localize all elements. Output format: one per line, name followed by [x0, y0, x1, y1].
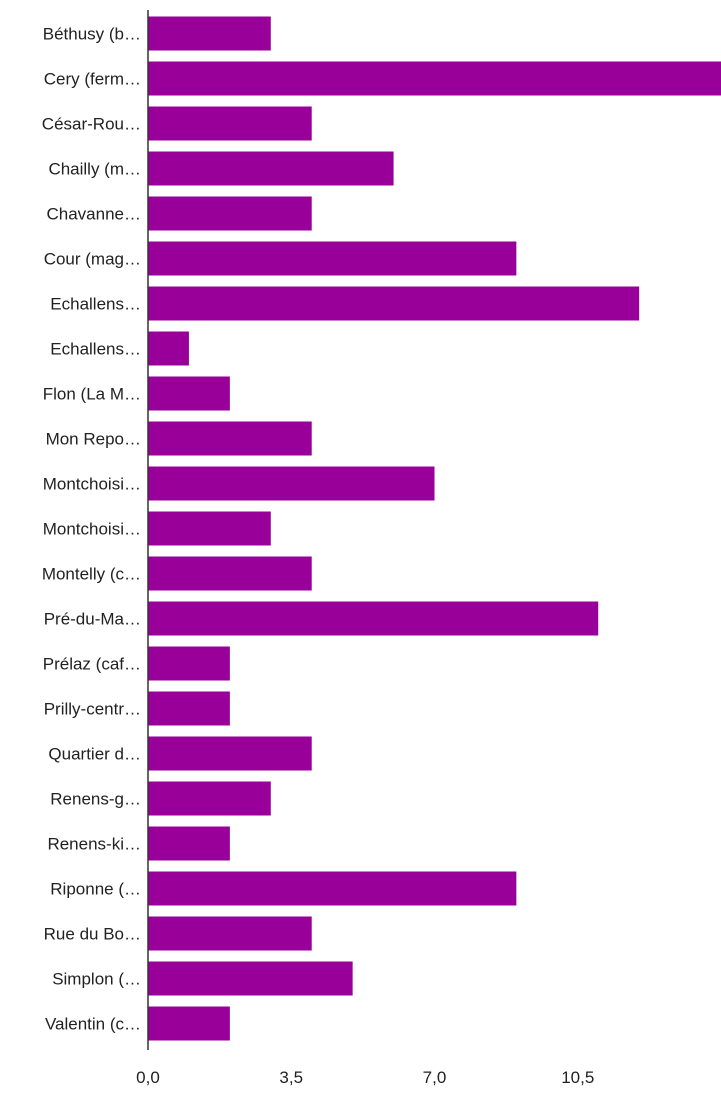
bar	[148, 871, 517, 906]
bar	[148, 826, 230, 861]
bar	[148, 736, 312, 771]
bar	[148, 331, 189, 366]
bar	[148, 1006, 230, 1041]
category-label: Flon (La M…	[43, 385, 141, 404]
category-label: Cery (ferm…	[44, 70, 141, 89]
category-label: Renens-ki…	[47, 835, 141, 854]
category-label: Prélaz (caf…	[43, 655, 141, 674]
bar	[148, 691, 230, 726]
x-tick-label: 7,0	[423, 1068, 447, 1087]
bar	[148, 646, 230, 681]
category-label: Béthusy (b…	[43, 25, 141, 44]
category-label: Rue du Bo…	[44, 925, 141, 944]
x-tick-label: 0,0	[136, 1068, 160, 1087]
bar	[148, 106, 312, 141]
bar	[148, 151, 394, 186]
category-label: Cour (mag…	[44, 250, 141, 269]
category-label: Montchoisi…	[43, 520, 141, 539]
bar	[148, 376, 230, 411]
bar	[148, 916, 312, 951]
bar	[148, 601, 599, 636]
category-label: Chailly (m…	[48, 160, 141, 179]
category-label: Riponne (…	[50, 880, 141, 899]
bar	[148, 511, 271, 546]
category-label: Montchoisi…	[43, 475, 141, 494]
bar	[148, 286, 640, 321]
category-label: Chavanne…	[46, 205, 141, 224]
bar	[148, 961, 353, 996]
category-label: Echallens…	[50, 340, 141, 359]
bar	[148, 61, 721, 96]
bar	[148, 466, 435, 501]
bar	[148, 16, 271, 51]
bar	[148, 421, 312, 456]
category-label: Simplon (…	[52, 970, 141, 989]
category-label: Mon Repo…	[46, 430, 141, 449]
bar	[148, 196, 312, 231]
category-label: Echallens…	[50, 295, 141, 314]
category-label: Quartier d…	[48, 745, 141, 764]
x-tick-label: 3,5	[279, 1068, 303, 1087]
bar	[148, 781, 271, 816]
category-label: Renens-g…	[50, 790, 141, 809]
bar	[148, 556, 312, 591]
bar	[148, 241, 517, 276]
x-tick-label: 10,5	[561, 1068, 594, 1087]
category-label: César-Rou…	[42, 115, 141, 134]
category-label: Prilly-centr…	[44, 700, 141, 719]
category-label: Montelly (c…	[42, 565, 141, 584]
category-label: Pré-du-Ma…	[44, 610, 141, 629]
category-label: Valentin (c…	[45, 1015, 141, 1034]
